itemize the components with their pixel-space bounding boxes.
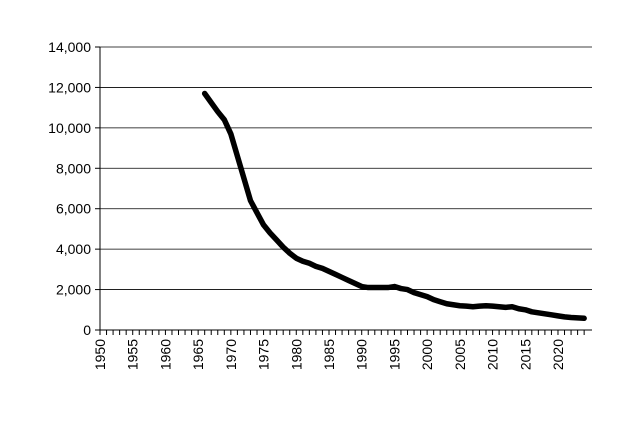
series-layer xyxy=(201,90,587,322)
gridlines xyxy=(100,46,592,290)
x-tick-label: 1985 xyxy=(321,339,337,370)
x-tick-label: 1950 xyxy=(92,339,108,370)
y-tick-label: 8,000 xyxy=(56,160,91,176)
y-tick-label: 0 xyxy=(83,322,91,338)
y-tick-label: 12,000 xyxy=(48,79,91,95)
y-tick-label: 10,000 xyxy=(48,120,91,136)
y-axis-tick-labels: 0 2,000 4,000 6,000 8,000 10,000 12,000 14,000 xyxy=(48,39,91,338)
axes xyxy=(95,46,592,335)
x-tick-label: 1960 xyxy=(157,339,173,370)
x-tick-label: 1995 xyxy=(386,339,402,370)
x-tick-label: 2010 xyxy=(485,339,501,370)
series-line-0 xyxy=(201,90,587,322)
x-tick-label: 2005 xyxy=(452,339,468,370)
x-tick-label: 1980 xyxy=(288,339,304,370)
x-tick-label: 1975 xyxy=(256,339,272,370)
y-tick-label: 4,000 xyxy=(56,241,91,257)
x-tick-label: 2015 xyxy=(517,339,533,370)
y-tick-label: 2,000 xyxy=(56,282,91,298)
y-tick-label: 6,000 xyxy=(56,201,91,217)
x-tick-label: 2020 xyxy=(550,339,566,370)
y-tick-label: 14,000 xyxy=(48,39,91,55)
x-axis-tick-labels: 1950 1955 1960 1965 1970 1975 1980 1985 1990 1995… xyxy=(92,339,566,370)
x-tick-label: 1990 xyxy=(354,339,370,370)
x-tick-label: 1965 xyxy=(190,339,206,370)
x-tick-label: 1970 xyxy=(223,339,239,370)
x-tick-label: 2000 xyxy=(419,339,435,370)
x-tick-label: 1955 xyxy=(125,339,141,370)
